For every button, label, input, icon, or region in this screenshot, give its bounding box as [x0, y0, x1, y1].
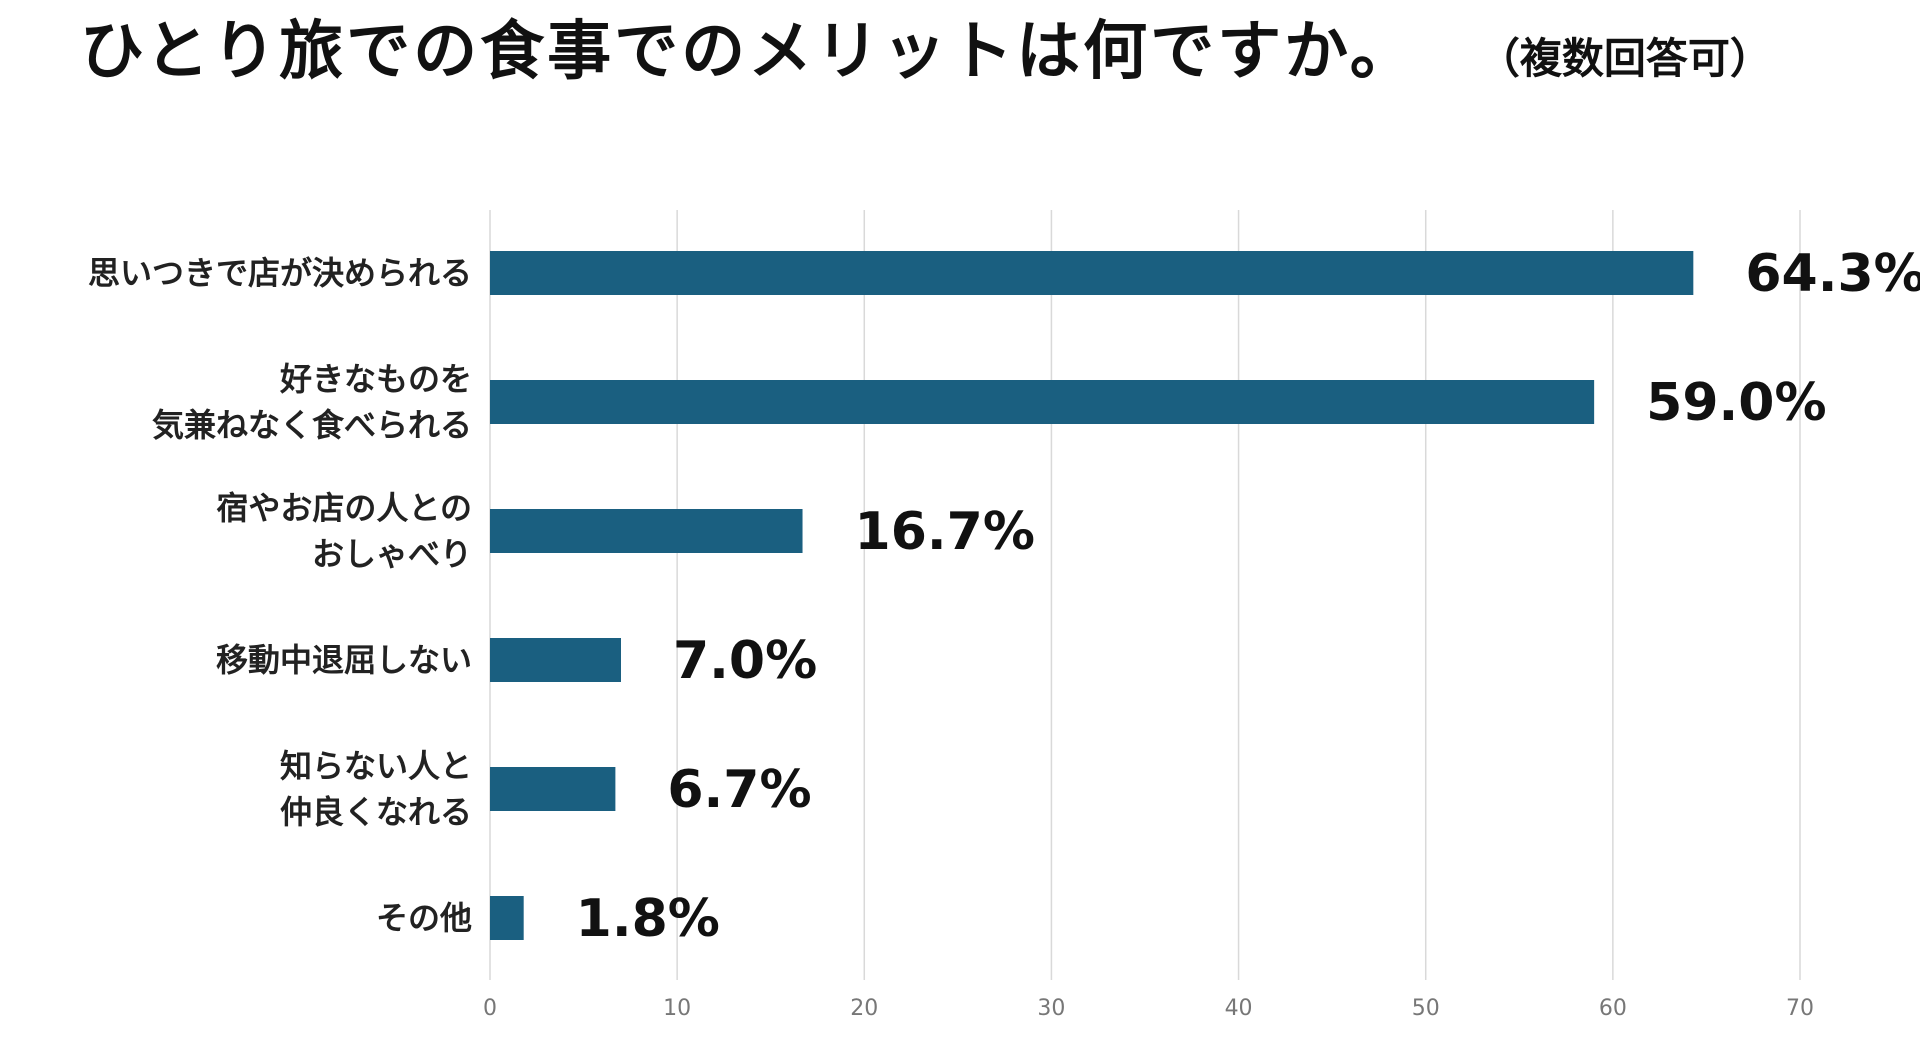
bar — [490, 896, 524, 940]
data-label: 7.0% — [673, 631, 817, 691]
category-label: 宿やお店の人との — [216, 489, 472, 527]
category-label: 好きなものを — [279, 360, 472, 398]
bar — [490, 251, 1694, 295]
category-label: 移動中退屈しない — [216, 641, 472, 679]
chart-title: ひとり旅での食事でのメリットは何ですか。 — [80, 15, 1417, 89]
data-label: 59.0% — [1646, 373, 1826, 433]
x-tick-label: 50 — [1412, 996, 1440, 1021]
category-label: 仲良くなれる — [280, 793, 472, 831]
x-tick-label: 70 — [1786, 996, 1814, 1021]
chart-title-row: ひとり旅での食事でのメリットは何ですか。 （複数回答可） — [80, 6, 1860, 98]
category-label: おしゃべり — [312, 535, 472, 573]
x-tick-label: 30 — [1037, 996, 1065, 1021]
category-label: 知らない人と — [280, 747, 472, 785]
category-label: 気兼ねなく食べられる — [152, 406, 472, 444]
category-label: その他 — [376, 899, 472, 937]
x-tick-label: 10 — [663, 996, 691, 1021]
bar — [490, 509, 803, 553]
category-label: 思いつきで店が決められる — [88, 254, 472, 292]
bar — [490, 767, 616, 811]
chart-subtitle: （複数回答可） — [1477, 34, 1772, 83]
data-label: 6.7% — [667, 760, 811, 820]
x-tick-label: 60 — [1599, 996, 1627, 1021]
bar — [490, 638, 621, 682]
x-tick-label: 20 — [850, 996, 878, 1021]
data-label: 16.7% — [855, 502, 1035, 562]
x-tick-label: 40 — [1225, 996, 1253, 1021]
data-label: 64.3% — [1745, 244, 1920, 304]
data-label: 1.8% — [576, 889, 720, 949]
x-tick-label: 0 — [483, 996, 497, 1021]
bar — [490, 380, 1595, 424]
